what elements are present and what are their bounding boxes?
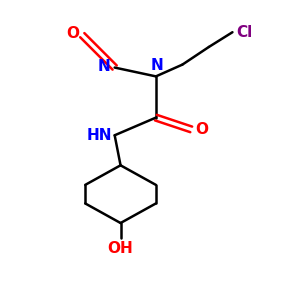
Text: O: O	[195, 122, 208, 137]
Text: OH: OH	[108, 241, 134, 256]
Text: Cl: Cl	[236, 25, 252, 40]
Text: HN: HN	[86, 128, 112, 143]
Text: N: N	[98, 58, 110, 74]
Text: N: N	[151, 58, 164, 73]
Text: O: O	[66, 26, 79, 41]
